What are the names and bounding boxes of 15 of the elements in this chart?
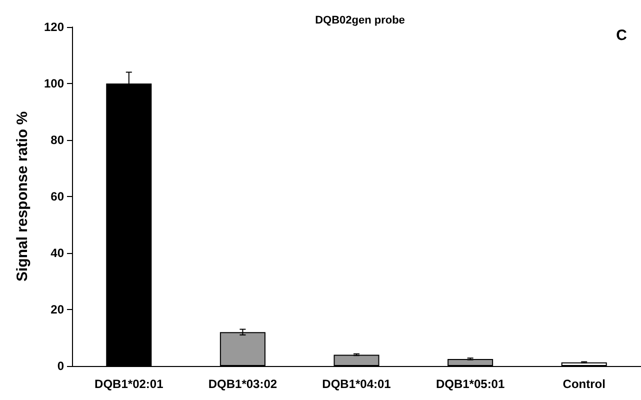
x-tick-label: DQB1*05:01: [436, 377, 505, 391]
y-tick-label: 60: [50, 190, 64, 204]
x-tick-label: Control: [562, 377, 606, 391]
y-tick-label: 20: [50, 302, 64, 316]
chart-title: DQB02gen probe: [315, 14, 405, 26]
y-tick-label: 120: [44, 20, 64, 34]
y-tick-label: 100: [44, 76, 64, 90]
y-tick-label: 0: [57, 359, 64, 373]
annotation: C: [616, 27, 628, 44]
x-tick-label: DQB1*04:01: [322, 377, 392, 391]
y-axis-title: Signal response ratio %: [14, 111, 31, 282]
y-tick-label: 40: [50, 246, 64, 260]
y-tick-label: 80: [50, 133, 64, 147]
x-tick-label: DQB1*03:02: [208, 377, 278, 391]
x-tick-label: DQB1*02:01: [94, 377, 164, 391]
